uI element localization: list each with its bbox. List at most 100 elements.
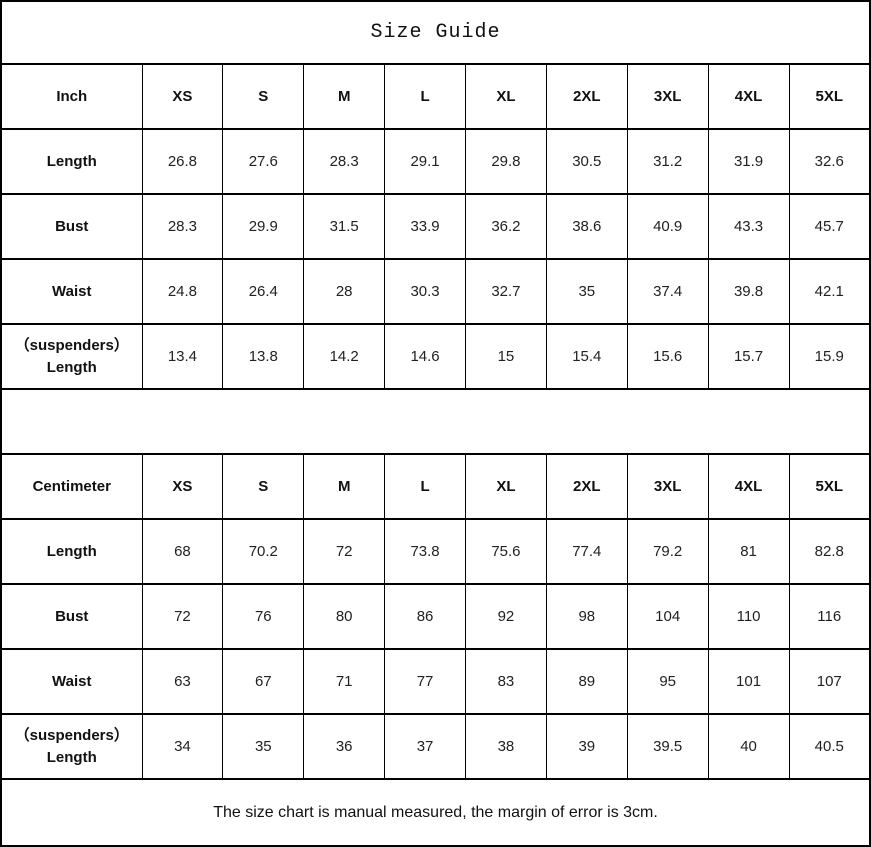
centimeter-header-row: Centimeter XS S M L XL 2XL 3XL 4XL 5XL (0, 453, 871, 520)
size-value: 76 (222, 583, 305, 650)
size-column-header: 2XL (545, 63, 628, 130)
inch-header-row: Inch XS S M L XL 2XL 3XL 4XL 5XL (0, 63, 871, 130)
size-value: 15 (465, 323, 547, 390)
size-value: 83 (465, 648, 547, 715)
size-value: 28.3 (141, 193, 224, 260)
size-column-header: 2XL (545, 453, 628, 520)
size-value: 63 (141, 648, 224, 715)
row-label: Waist (0, 258, 143, 325)
size-column-header: XS (141, 453, 224, 520)
size-value: 32.7 (465, 258, 547, 325)
size-value: 40.9 (626, 193, 709, 260)
size-value: 40.5 (788, 713, 871, 780)
footer-note: The size chart is manual measured, the m… (1, 778, 870, 847)
size-value: 68 (141, 518, 224, 585)
size-value: 29.8 (465, 128, 547, 195)
size-value: 36 (303, 713, 386, 780)
row-label: Length (0, 128, 143, 195)
table-row: Waist 24.8 26.4 28 30.3 32.7 35 37.4 39.… (0, 258, 871, 325)
size-column-header: M (303, 63, 386, 130)
size-value: 75.6 (465, 518, 547, 585)
size-value: 28 (303, 258, 386, 325)
unit-header-inch: Inch (0, 63, 143, 130)
size-column-header: S (222, 453, 305, 520)
size-column-header: L (384, 453, 466, 520)
size-value: 39 (545, 713, 628, 780)
size-column-header: XL (465, 63, 547, 130)
size-value: 37.4 (626, 258, 709, 325)
size-value: 29.9 (222, 193, 305, 260)
size-value: 110 (707, 583, 790, 650)
size-value: 30.3 (384, 258, 466, 325)
size-value: 15.9 (788, 323, 871, 390)
size-value: 67 (222, 648, 305, 715)
table-row: Length 26.8 27.6 28.3 29.1 29.8 30.5 31.… (0, 128, 871, 195)
row-label: Waist (0, 648, 143, 715)
size-value: 15.6 (626, 323, 709, 390)
size-value: 14.6 (384, 323, 466, 390)
size-value: 38 (465, 713, 547, 780)
size-column-header: 3XL (626, 63, 709, 130)
size-value: 107 (788, 648, 871, 715)
title-row: Size Guide (1, 0, 870, 65)
row-label: （suspenders） Length (0, 713, 143, 780)
size-column-header: M (303, 453, 386, 520)
size-value: 15.7 (707, 323, 790, 390)
size-value: 26.4 (222, 258, 305, 325)
row-label-line2: Length (46, 748, 97, 766)
size-value: 77 (384, 648, 466, 715)
row-label: Length (0, 518, 143, 585)
size-value: 31.2 (626, 128, 709, 195)
size-column-header: 3XL (626, 453, 709, 520)
unit-header-centimeter: Centimeter (0, 453, 143, 520)
table-spacer (1, 388, 870, 455)
size-column-header: 5XL (788, 63, 871, 130)
size-column-header: S (222, 63, 305, 130)
size-value: 13.4 (141, 323, 224, 390)
size-value: 71 (303, 648, 386, 715)
size-value: 98 (545, 583, 628, 650)
size-value: 31.9 (707, 128, 790, 195)
row-label: Bust (0, 583, 143, 650)
size-value: 92 (465, 583, 547, 650)
table-row: （suspenders） Length 13.4 13.8 14.2 14.6 … (0, 323, 871, 390)
size-value: 33.9 (384, 193, 466, 260)
size-column-header: 5XL (788, 453, 871, 520)
size-value: 40 (707, 713, 790, 780)
size-value: 39.8 (707, 258, 790, 325)
size-value: 81 (707, 518, 790, 585)
size-value: 27.6 (222, 128, 305, 195)
size-value: 37 (384, 713, 466, 780)
size-value: 26.8 (141, 128, 224, 195)
size-value: 35 (545, 258, 628, 325)
size-value: 104 (626, 583, 709, 650)
table-row: Length 68 70.2 72 73.8 75.6 77.4 79.2 81… (0, 518, 871, 585)
size-value: 24.8 (141, 258, 224, 325)
size-value: 15.4 (545, 323, 628, 390)
size-value: 14.2 (303, 323, 386, 390)
size-value: 101 (707, 648, 790, 715)
size-value: 86 (384, 583, 466, 650)
size-value: 80 (303, 583, 386, 650)
size-value: 38.6 (545, 193, 628, 260)
size-value: 30.5 (545, 128, 628, 195)
footer-row: The size chart is manual measured, the m… (1, 778, 870, 847)
size-value: 36.2 (465, 193, 547, 260)
size-value: 35 (222, 713, 305, 780)
size-column-header: 4XL (707, 63, 790, 130)
table-row: Waist 63 67 71 77 83 89 95 101 107 (0, 648, 871, 715)
size-column-header: XS (141, 63, 224, 130)
row-label: Bust (0, 193, 143, 260)
table-row: Bust 72 76 80 86 92 98 104 110 116 (0, 583, 871, 650)
table-row: （suspenders） Length 34 35 36 37 38 39 39… (0, 713, 871, 780)
page-title: Size Guide (1, 0, 870, 65)
size-value: 116 (788, 583, 871, 650)
row-label-line1: （suspenders） (14, 336, 129, 354)
size-value: 72 (303, 518, 386, 585)
spacer-row (1, 388, 870, 455)
size-value: 45.7 (788, 193, 871, 260)
size-value: 73.8 (384, 518, 466, 585)
row-label: （suspenders） Length (0, 323, 143, 390)
size-column-header: L (384, 63, 466, 130)
